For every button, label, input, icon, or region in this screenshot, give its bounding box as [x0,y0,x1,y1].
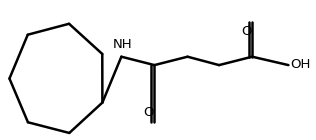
Text: OH: OH [290,58,310,71]
Text: O: O [241,25,252,38]
Text: O: O [143,106,154,119]
Text: NH: NH [113,38,133,51]
